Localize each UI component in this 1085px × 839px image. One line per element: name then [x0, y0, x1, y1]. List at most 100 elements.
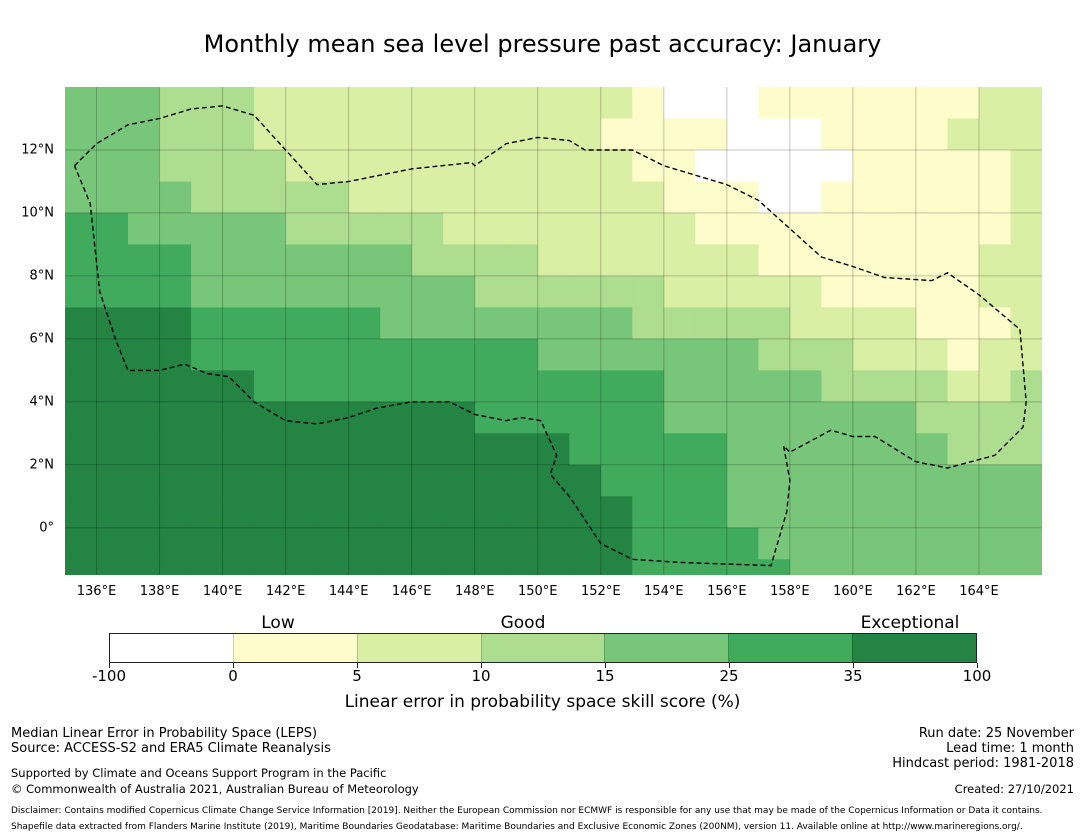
skill-cell [537, 401, 570, 434]
skill-cell [695, 559, 728, 575]
skill-cell [979, 464, 1012, 497]
skill-cell [663, 181, 696, 214]
skill-cell [947, 212, 980, 245]
skill-cell [380, 118, 413, 151]
skill-cell [884, 244, 917, 277]
skill-cell [726, 181, 759, 214]
skill-cell [96, 181, 129, 214]
skill-cell [443, 212, 476, 245]
skill-cell [1010, 401, 1042, 434]
skill-cell [947, 307, 980, 340]
skill-cell [632, 87, 665, 120]
colorbar-tick-label: 5 [352, 667, 362, 685]
skill-cell [191, 181, 224, 214]
skill-cell [222, 464, 255, 497]
skill-cell [474, 87, 507, 120]
colorbar-tick-mark [853, 663, 854, 668]
skill-cell [600, 212, 633, 245]
skill-cell [411, 181, 444, 214]
skill-cell [600, 433, 633, 466]
skill-cell [569, 370, 602, 403]
skill-cell [726, 496, 759, 529]
skill-cell [979, 401, 1012, 434]
skill-cell [789, 559, 822, 575]
skill-cell [96, 401, 129, 434]
skill-cell [380, 559, 413, 575]
skill-cell [348, 87, 381, 120]
skill-cell [128, 496, 161, 529]
colorbar-segment [232, 634, 357, 662]
eez-boundary [73, 105, 1027, 567]
skill-cell [884, 150, 917, 183]
skill-cell [726, 118, 759, 151]
skill-cell [695, 275, 728, 308]
skill-cell [884, 275, 917, 308]
skill-cell [96, 370, 129, 403]
skill-cell [600, 275, 633, 308]
skill-cell [254, 496, 287, 529]
skill-cell [947, 464, 980, 497]
colorbar-label-exceptional: Exceptional [860, 613, 960, 633]
skill-cell [789, 212, 822, 245]
skill-cell [695, 527, 728, 560]
skill-cell [884, 370, 917, 403]
footer-supported-by: Supported by Climate and Oceans Support … [11, 766, 387, 780]
skill-cell [758, 338, 791, 371]
skill-cell [726, 433, 759, 466]
skill-cell [1010, 212, 1042, 245]
skill-cell [159, 275, 192, 308]
skill-cell [979, 118, 1012, 151]
skill-cell [317, 527, 350, 560]
skill-cell [506, 181, 539, 214]
colorbar-segment [480, 634, 605, 662]
colorbar-tick-mark [729, 663, 730, 668]
skill-cell [979, 559, 1012, 575]
colorbar-tick-mark [977, 663, 978, 668]
leps-skill-map [65, 87, 1042, 575]
skill-cell [600, 559, 633, 575]
skill-cell [600, 181, 633, 214]
skill-cell [789, 370, 822, 403]
x-tick-label: 144°E [328, 584, 369, 599]
skill-cell [380, 527, 413, 560]
skill-cell [569, 496, 602, 529]
skill-cell [96, 496, 129, 529]
y-tick-label: 4°N [29, 394, 55, 410]
skill-cell [222, 150, 255, 183]
skill-cell [695, 118, 728, 151]
skill-cell [947, 559, 980, 575]
skill-cell [506, 307, 539, 340]
skill-cell [695, 464, 728, 497]
skill-cell [695, 307, 728, 340]
skill-cell [537, 87, 570, 120]
skill-cell [65, 464, 98, 497]
skill-cell [1010, 307, 1042, 340]
skill-cell [789, 401, 822, 434]
skill-cell [537, 212, 570, 245]
skill-cell [537, 275, 570, 308]
skill-cell [947, 433, 980, 466]
skill-cell [947, 527, 980, 560]
skill-cell [222, 307, 255, 340]
skill-cell [726, 338, 759, 371]
skill-cell [285, 527, 318, 560]
skill-cell [726, 244, 759, 277]
skill-cell [758, 150, 791, 183]
skill-cell [695, 338, 728, 371]
skill-cell [222, 527, 255, 560]
skill-cell [600, 87, 633, 120]
skill-cell [821, 275, 854, 308]
skill-cell [1010, 181, 1042, 214]
skill-cell [821, 370, 854, 403]
x-tick-label: 152°E [581, 584, 621, 599]
skill-cell [380, 496, 413, 529]
skill-cell [380, 87, 413, 120]
skill-cell [191, 150, 224, 183]
skill-cell [65, 433, 98, 466]
x-tick-label: 148°E [454, 584, 495, 599]
skill-cell [380, 181, 413, 214]
skill-cell [947, 87, 980, 120]
skill-cell [758, 244, 791, 277]
skill-cell [506, 87, 539, 120]
hindcast-period: Hindcast period: 1981-2018 [892, 756, 1074, 771]
